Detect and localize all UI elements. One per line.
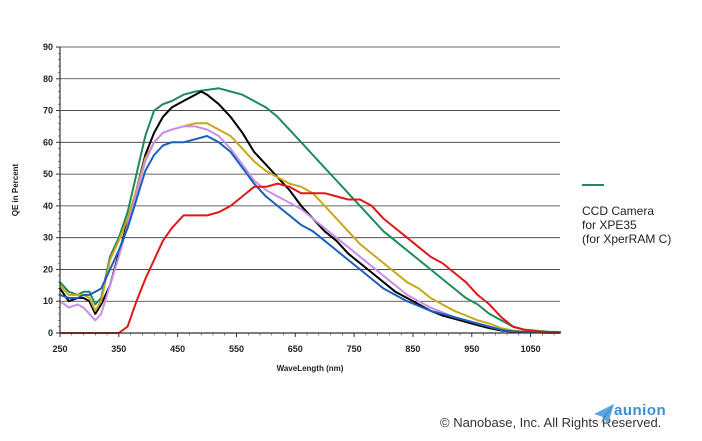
series-line-1 (59, 87, 561, 333)
series-line-3 (59, 122, 561, 334)
paper-plane-icon (594, 404, 614, 424)
legend-line-1: CCD Camera (582, 204, 655, 218)
legend-swatch (582, 184, 604, 186)
y-tick-label: 80 (43, 74, 53, 84)
axes (56, 46, 560, 337)
x-tick-label: 350 (111, 344, 126, 354)
logo-text: aunion (614, 402, 667, 419)
y-tick-label: 90 (43, 42, 53, 52)
y-tick-label: 30 (43, 233, 53, 243)
y-tick-label: 0 (48, 328, 53, 338)
x-tick-label: 650 (288, 344, 303, 354)
x-tick-label: 750 (347, 344, 362, 354)
x-tick-label: 1050 (521, 344, 541, 354)
series-group (59, 87, 561, 334)
series-line-6 (59, 182, 561, 334)
x-tick-label: 250 (52, 344, 67, 354)
legend: CCD Camera for XPE35 (for XperRAM C) (582, 184, 700, 246)
y-tick-label: 10 (43, 296, 53, 306)
series-line-5 (59, 135, 561, 334)
series-line-2 (59, 90, 561, 334)
x-tick-label: 850 (405, 344, 420, 354)
y-tick-label: 40 (43, 201, 53, 211)
x-tick-label: 550 (229, 344, 244, 354)
y-tick-label: 70 (43, 106, 53, 116)
x-tick-label: 450 (170, 344, 185, 354)
x-tick-label: 950 (464, 344, 479, 354)
y-tick-label: 50 (43, 169, 53, 179)
y-tick-label: 20 (43, 264, 53, 274)
x-axis-label: WaveLength (nm) (277, 364, 344, 373)
legend-line-3: (for XperRAM C) (582, 232, 672, 246)
tick-labels: 0 10 20 30 40 50 60 70 80 90 250 350 450 550 650 750 850… (43, 42, 541, 354)
y-tick-label: 60 (43, 137, 53, 147)
y-axis-label: QE in Percent (11, 163, 20, 216)
grid (60, 46, 560, 302)
legend-line-2: for XPE35 (582, 218, 637, 232)
watermark-logo: aunion (592, 400, 698, 434)
